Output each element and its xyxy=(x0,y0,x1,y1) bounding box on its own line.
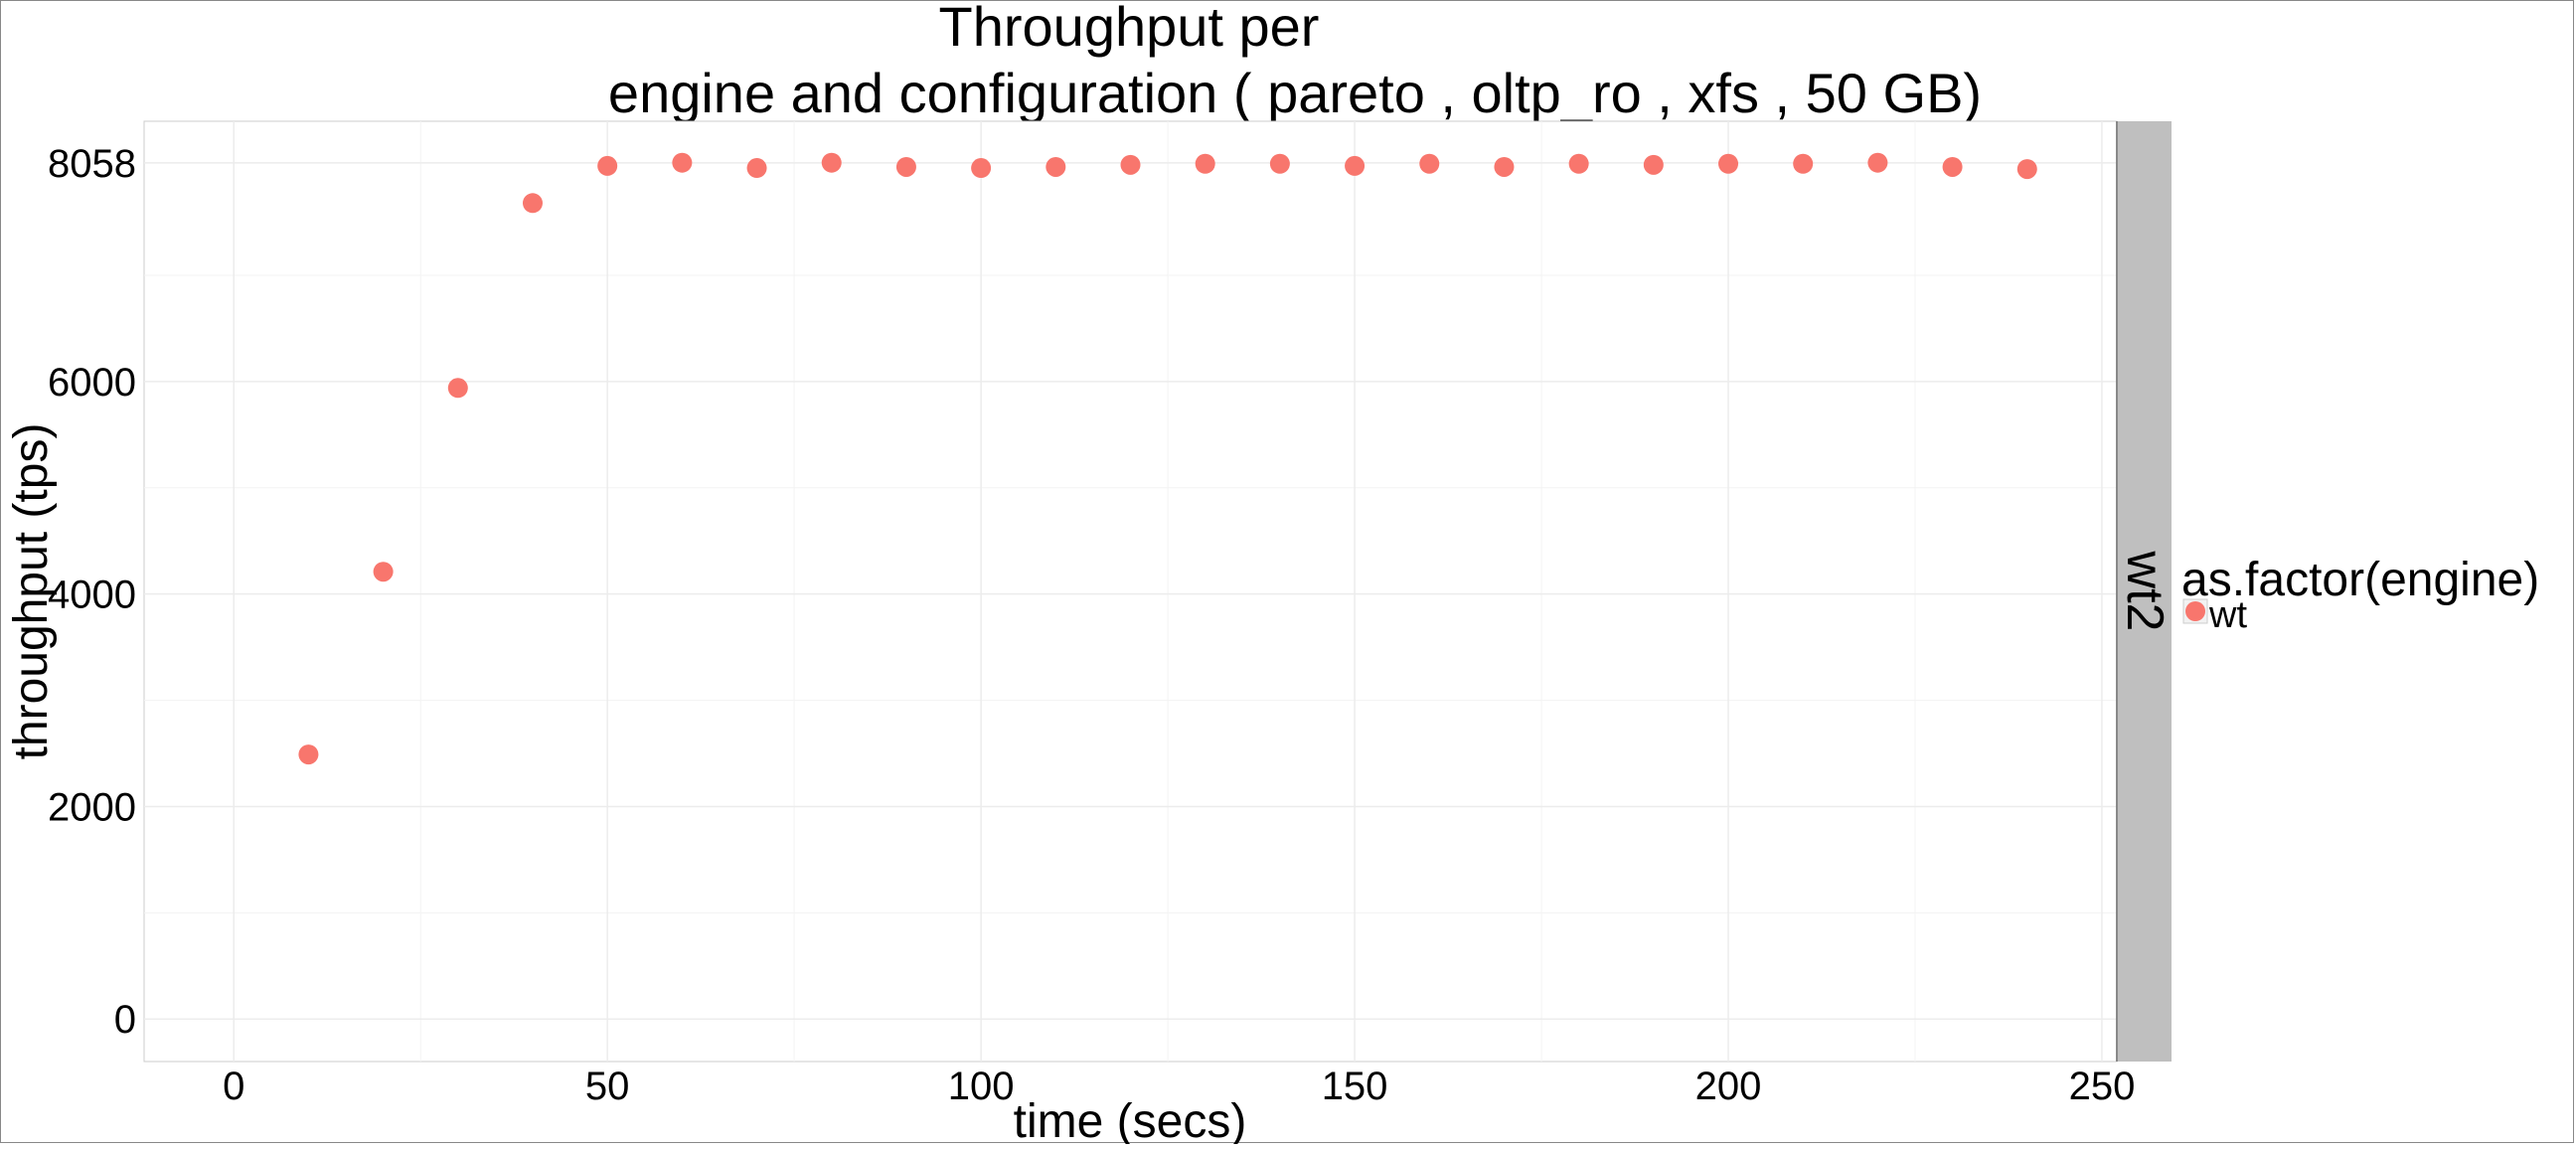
facet-strip xyxy=(2117,121,2172,1062)
data-point-wt xyxy=(447,378,468,399)
grid-lines xyxy=(144,121,2117,1062)
data-point-wt xyxy=(1643,154,1664,175)
y-tick-label: 8058 xyxy=(48,142,136,186)
x-tick-label: 0 xyxy=(223,1065,244,1108)
x-axis-ticks: 0 50 100 150 200 250 xyxy=(223,1065,2135,1108)
data-point-wt xyxy=(1718,153,1739,174)
y-axis-title: throughput (tps) xyxy=(5,423,58,760)
legend-marker xyxy=(2185,601,2205,621)
plot-panel xyxy=(143,120,2118,1063)
x-tick-label: 50 xyxy=(585,1065,630,1108)
data-point-wt xyxy=(1867,152,1888,173)
data-points xyxy=(298,152,2037,765)
data-point-wt xyxy=(1269,153,1290,174)
data-point-wt xyxy=(895,156,916,177)
data-point-wt xyxy=(1419,153,1440,174)
y-tick-label: 4000 xyxy=(48,574,136,617)
data-point-wt xyxy=(1793,153,1814,174)
data-point-wt xyxy=(821,152,842,173)
x-tick-label: 250 xyxy=(2069,1065,2136,1108)
y-tick-label: 2000 xyxy=(48,785,136,829)
facet-strip-label: wt2 xyxy=(2116,551,2174,632)
data-point-wt xyxy=(298,744,319,765)
data-point-wt xyxy=(373,562,394,582)
data-point-wt xyxy=(1494,156,1515,177)
legend-title: as.factor(engine) xyxy=(2181,554,2539,606)
data-point-wt xyxy=(971,158,992,179)
data-point-wt xyxy=(1046,156,1066,177)
data-point-wt xyxy=(1942,156,1963,177)
y-tick-label: 0 xyxy=(114,998,136,1042)
data-point-wt xyxy=(746,158,767,179)
x-axis-title: time (secs) xyxy=(1014,1095,1247,1144)
chart-title-line1: Throughput per xyxy=(939,1,1320,58)
data-point-wt xyxy=(672,152,693,173)
x-tick-label: 100 xyxy=(948,1065,1015,1108)
data-point-wt xyxy=(1195,153,1215,174)
x-tick-label: 150 xyxy=(1322,1065,1388,1108)
x-tick-label: 200 xyxy=(1695,1065,1762,1108)
data-point-wt xyxy=(597,155,618,176)
y-axis-ticks: 0 2000 4000 6000 8058 xyxy=(48,142,136,1042)
data-point-wt xyxy=(1120,154,1141,175)
data-point-wt xyxy=(1345,155,1366,176)
legend-label-wt: wt xyxy=(2208,594,2247,636)
y-tick-label: 6000 xyxy=(48,361,136,405)
data-point-wt xyxy=(1568,153,1589,174)
data-point-wt xyxy=(522,193,543,214)
chart-title-line2: engine and configuration ( pareto , oltp… xyxy=(608,62,1982,124)
data-point-wt xyxy=(2016,159,2037,180)
